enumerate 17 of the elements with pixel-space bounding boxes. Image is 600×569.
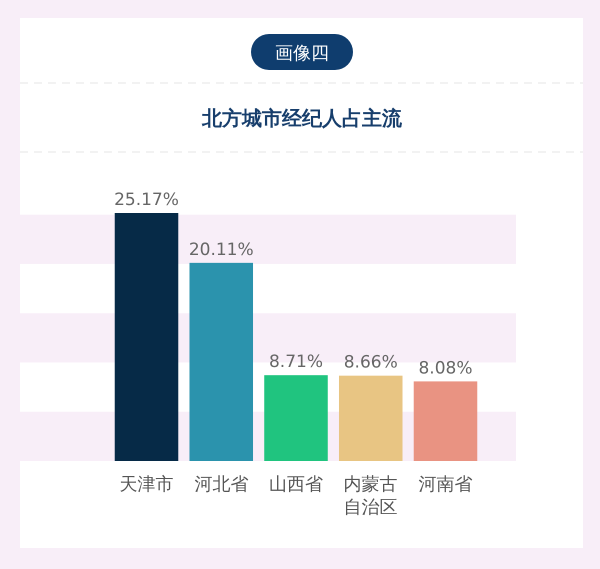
data-label: 8.71% [268, 352, 324, 372]
x-tick-label: 天津市 [120, 474, 174, 495]
bar [114, 213, 178, 461]
chart-title: 北方城市经纪人占主流 [201, 106, 403, 130]
x-tick-label: 河南省 [418, 474, 472, 495]
data-label: 20.11% [188, 240, 254, 260]
chart-subtitle: 画像四 [275, 43, 329, 64]
x-tick-label: 河北省 [194, 474, 248, 495]
bar [338, 376, 403, 461]
x-tick-label: 山西省 [269, 474, 323, 495]
bar [264, 375, 328, 461]
data-label: 8.08% [418, 358, 473, 378]
data-label: 8.66% [344, 352, 398, 373]
data-label: 25.17% [114, 190, 179, 210]
bar [414, 381, 478, 461]
x-tick-label: 内蒙古自治区 [344, 474, 398, 518]
bar [189, 262, 254, 461]
